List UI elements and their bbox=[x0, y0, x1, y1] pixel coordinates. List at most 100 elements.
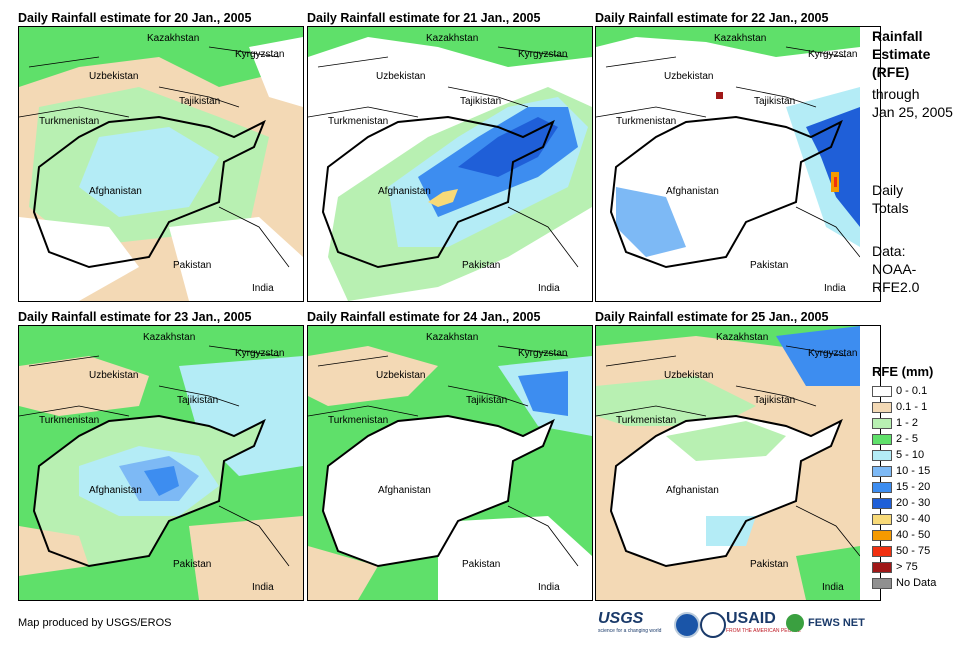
label-kazakhstan: Kazakhstan bbox=[714, 33, 767, 44]
legend-item: 30 - 40 bbox=[872, 512, 972, 527]
label-pakistan: Pakistan bbox=[750, 559, 789, 570]
totals-text: Totals bbox=[872, 200, 909, 216]
map-panel-25-jan: Daily Rainfall estimate for 25 Jan., 200… bbox=[595, 309, 881, 601]
noaa-logo-icon bbox=[674, 612, 700, 638]
label-tajikistan: Tajikistan bbox=[177, 395, 219, 406]
rainfall-map bbox=[308, 27, 592, 301]
map-frame: Kazakhstan Kyrgyzstan Uzbekistan Tajikis… bbox=[307, 325, 593, 601]
label-tajikistan: Tajikistan bbox=[754, 96, 796, 107]
label-pakistan: Pakistan bbox=[750, 260, 789, 271]
label-pakistan: Pakistan bbox=[173, 559, 212, 570]
fews-net-logo: FEWS NET bbox=[808, 617, 865, 629]
label-kyrgyzstan: Kyrgyzstan bbox=[235, 49, 285, 60]
label-tajikistan: Tajikistan bbox=[179, 96, 221, 107]
legend-swatch bbox=[872, 514, 892, 525]
legend-item: 40 - 50 bbox=[872, 528, 972, 543]
map-panel-24-jan: Daily Rainfall estimate for 24 Jan., 200… bbox=[307, 309, 593, 601]
label-india: India bbox=[252, 283, 274, 294]
label-afghanistan: Afghanistan bbox=[89, 485, 142, 496]
map-panel-23-jan: Daily Rainfall estimate for 23 Jan., 200… bbox=[18, 309, 304, 601]
legend-swatch bbox=[872, 498, 892, 509]
label-kyrgyzstan: Kyrgyzstan bbox=[518, 49, 568, 60]
legend-label: 0.1 - 1 bbox=[896, 401, 928, 413]
usaid-wordmark: USAID bbox=[726, 610, 776, 627]
logo-strip: USGS science for a changing world USAID … bbox=[598, 610, 868, 638]
rainfall-map bbox=[596, 27, 860, 301]
usgs-tagline: science for a changing world bbox=[598, 628, 662, 634]
data-label: Data: bbox=[872, 243, 906, 259]
legend-swatch bbox=[872, 562, 892, 573]
legend-title: RFE (mm) bbox=[872, 364, 934, 379]
rainfall-map bbox=[19, 326, 303, 600]
legend-item: No Data bbox=[872, 576, 972, 591]
label-afghanistan: Afghanistan bbox=[378, 485, 431, 496]
usaid-tagline: FROM THE AMERICAN PEOPLE bbox=[726, 628, 801, 634]
legend-swatch bbox=[872, 578, 892, 589]
side-title-line: Rainfall bbox=[872, 28, 923, 44]
fews-globe-icon bbox=[786, 614, 804, 632]
label-kazakhstan: Kazakhstan bbox=[426, 33, 479, 44]
label-kyrgyzstan: Kyrgyzstan bbox=[808, 49, 858, 60]
panel-title: Daily Rainfall estimate for 21 Jan., 200… bbox=[307, 11, 541, 25]
map-credit: Map produced by USGS/EROS bbox=[18, 617, 172, 629]
rainfall-map bbox=[19, 27, 303, 301]
legend-item: 0.1 - 1 bbox=[872, 400, 972, 415]
legend-item: 20 - 30 bbox=[872, 496, 972, 511]
label-kazakhstan: Kazakhstan bbox=[147, 33, 200, 44]
map-panel-22-jan: Daily Rainfall estimate for 22 Jan., 200… bbox=[595, 10, 881, 302]
usaid-logo: USAID FROM THE AMERICAN PEOPLE bbox=[726, 610, 801, 638]
label-turkmenistan: Turkmenistan bbox=[328, 415, 389, 426]
data-source-2: RFE2.0 bbox=[872, 279, 920, 295]
legend-item: 50 - 75 bbox=[872, 544, 972, 559]
label-uzbekistan: Uzbekistan bbox=[664, 71, 714, 82]
legend-swatch bbox=[872, 530, 892, 541]
legend-swatch bbox=[872, 434, 892, 445]
map-panel-20-jan: Daily Rainfall estimate for 20 Jan., 200… bbox=[18, 10, 304, 302]
legend-label: No Data bbox=[896, 577, 937, 589]
label-uzbekistan: Uzbekistan bbox=[664, 370, 714, 381]
legend-label: > 75 bbox=[896, 561, 918, 573]
label-turkmenistan: Turkmenistan bbox=[328, 116, 389, 127]
label-uzbekistan: Uzbekistan bbox=[89, 71, 139, 82]
label-tajikistan: Tajikistan bbox=[460, 96, 502, 107]
legend-label: 5 - 10 bbox=[896, 449, 925, 461]
label-kyrgyzstan: Kyrgyzstan bbox=[808, 348, 858, 359]
legend-swatch bbox=[872, 482, 892, 493]
daily-text: Daily bbox=[872, 182, 904, 198]
label-tajikistan: Tajikistan bbox=[466, 395, 508, 406]
through-date: Jan 25, 2005 bbox=[872, 104, 953, 120]
data-source-1: NOAA- bbox=[872, 261, 917, 277]
map-panel-21-jan: Daily Rainfall estimate for 21 Jan., 200… bbox=[307, 10, 593, 302]
legend-swatch bbox=[872, 402, 892, 413]
label-india: India bbox=[822, 582, 844, 593]
legend-item: 2 - 5 bbox=[872, 432, 972, 447]
through-text: through bbox=[872, 86, 920, 102]
legend-item: 10 - 15 bbox=[872, 464, 972, 479]
map-frame: Kazakhstan Kyrgyzstan Uzbekistan Tajikis… bbox=[18, 26, 304, 302]
legend-item: 1 - 2 bbox=[872, 416, 972, 431]
panel-title: Daily Rainfall estimate for 25 Jan., 200… bbox=[595, 310, 829, 324]
legend-swatch bbox=[872, 386, 892, 397]
label-turkmenistan: Turkmenistan bbox=[39, 415, 100, 426]
legend-label: 15 - 20 bbox=[896, 481, 931, 493]
label-india: India bbox=[538, 582, 560, 593]
label-afghanistan: Afghanistan bbox=[378, 186, 431, 197]
label-tajikistan: Tajikistan bbox=[754, 395, 796, 406]
label-kazakhstan: Kazakhstan bbox=[426, 332, 479, 343]
label-kyrgyzstan: Kyrgyzstan bbox=[235, 348, 285, 359]
legend-label: 30 - 40 bbox=[896, 513, 931, 525]
label-afghanistan: Afghanistan bbox=[89, 186, 142, 197]
rainfall-map bbox=[308, 326, 592, 600]
label-kyrgyzstan: Kyrgyzstan bbox=[518, 348, 568, 359]
label-uzbekistan: Uzbekistan bbox=[376, 71, 426, 82]
label-pakistan: Pakistan bbox=[173, 260, 212, 271]
legend-swatch bbox=[872, 546, 892, 557]
map-frame: Kazakhstan Kyrgyzstan Uzbekistan Tajikis… bbox=[595, 26, 881, 302]
panel-title: Daily Rainfall estimate for 23 Jan., 200… bbox=[18, 310, 252, 324]
label-india: India bbox=[824, 283, 846, 294]
side-title-line: Estimate bbox=[872, 46, 931, 62]
panel-title: Daily Rainfall estimate for 20 Jan., 200… bbox=[18, 11, 252, 25]
label-uzbekistan: Uzbekistan bbox=[89, 370, 139, 381]
legend-swatch bbox=[872, 466, 892, 477]
label-pakistan: Pakistan bbox=[462, 559, 501, 570]
